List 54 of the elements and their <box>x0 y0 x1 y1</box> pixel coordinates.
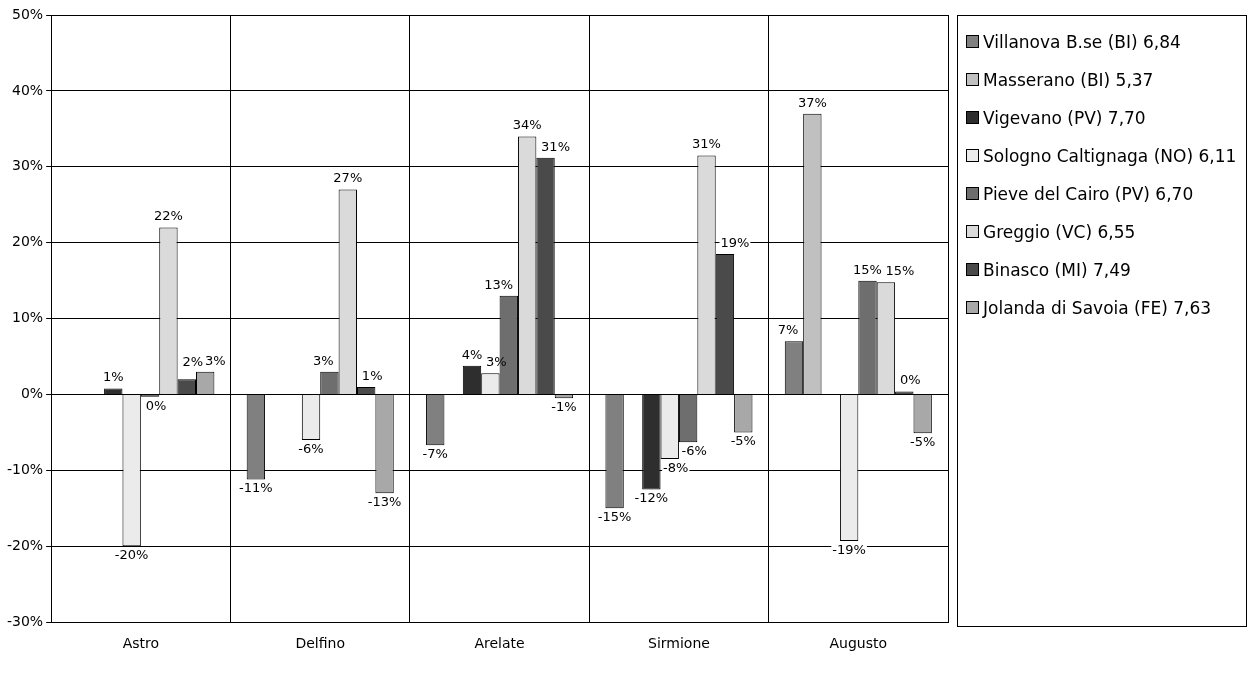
x-tick-label: Delfino <box>295 635 345 652</box>
data-label: 15% <box>885 263 915 279</box>
legend-label: Greggio (VC) 6,55 <box>983 221 1136 244</box>
data-label: 31% <box>541 138 570 154</box>
legend-label: Pieve del Cairo (PV) 6,70 <box>983 183 1194 206</box>
y-tick-label: -30% <box>7 612 44 629</box>
y-tick-label: 30% <box>12 157 44 174</box>
data-label: 27% <box>333 170 363 186</box>
x-tick-label: Augusto <box>829 635 888 652</box>
data-label: 19% <box>720 234 750 250</box>
data-label: -15% <box>597 509 632 525</box>
data-label: -12% <box>634 490 669 506</box>
data-label: -1% <box>551 399 577 415</box>
legend-label: Vigevano (PV) 7,70 <box>983 107 1146 130</box>
data-label: 3% <box>204 352 226 368</box>
data-label: 2% <box>182 354 204 370</box>
data-label: -6% <box>298 440 324 456</box>
data-label: 3% <box>313 352 334 368</box>
legend-label: Jolanda di Savoia (FE) 7,63 <box>983 297 1212 320</box>
data-label: -5% <box>730 433 756 449</box>
data-label: 31% <box>692 136 721 152</box>
legend-label: Masserano (BI) 5,37 <box>983 69 1154 92</box>
data-label: 15% <box>853 261 882 277</box>
data-label: -13% <box>367 494 402 510</box>
y-tick-label: 50% <box>12 5 44 22</box>
data-label: 1% <box>102 369 124 385</box>
data-label: 13% <box>484 276 514 292</box>
data-label: -8% <box>663 459 689 475</box>
data-label: -20% <box>114 547 149 563</box>
data-label: 7% <box>777 322 799 338</box>
data-label: 0% <box>145 397 167 413</box>
data-label: 34% <box>512 117 542 133</box>
y-tick-label: 10% <box>12 309 44 326</box>
data-label: 0% <box>899 372 921 388</box>
x-tick-label: Sirmione <box>648 635 710 652</box>
y-tick-label: 0% <box>20 385 44 402</box>
legend-label: Sologno Caltignaga (NO) 6,11 <box>983 145 1237 168</box>
data-label: 37% <box>797 94 827 110</box>
x-tick-label: Astro <box>122 635 160 652</box>
data-label: -7% <box>422 446 448 462</box>
data-label: -11% <box>239 480 273 496</box>
y-tick-label: -10% <box>7 461 44 478</box>
data-label: -6% <box>681 443 707 459</box>
data-label: -5% <box>910 434 936 450</box>
legend-label: Villanova B.se (BI) 6,84 <box>983 31 1181 54</box>
y-tick-label: 20% <box>12 233 44 250</box>
data-label: 22% <box>153 208 183 224</box>
legend-label: Binasco (MI) 7,49 <box>983 259 1131 282</box>
data-label: -19% <box>832 541 866 557</box>
y-tick-label: 40% <box>12 81 44 98</box>
data-label: 1% <box>361 367 383 383</box>
y-tick-label: -20% <box>7 536 44 553</box>
data-label: 4% <box>461 346 483 362</box>
x-tick-label: Arelate <box>474 635 525 652</box>
